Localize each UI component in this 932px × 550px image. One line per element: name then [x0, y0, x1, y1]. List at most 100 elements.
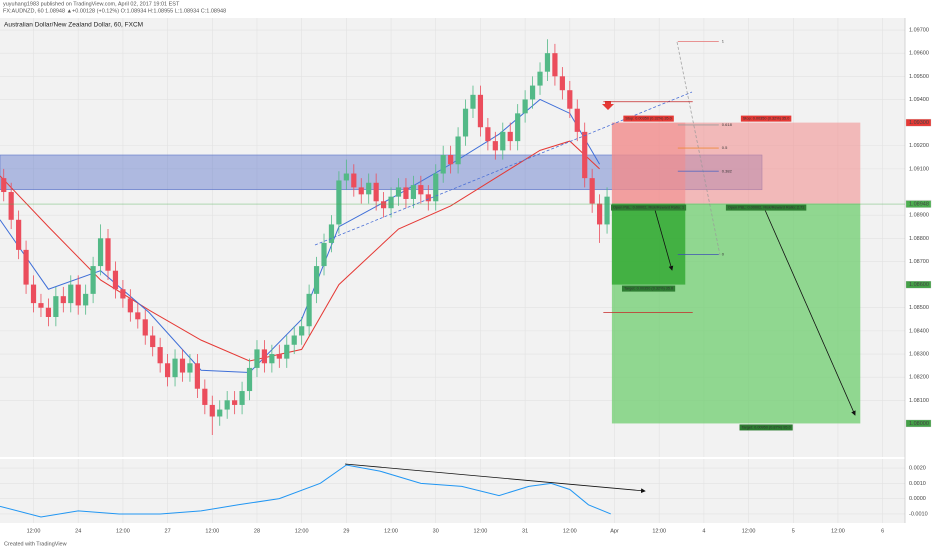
price-label-box — [905, 419, 932, 428]
candle-body — [321, 242, 327, 267]
x-tick-label: 12:00 — [474, 528, 488, 534]
candle-body — [120, 289, 126, 299]
fib-label: 0 — [722, 252, 725, 257]
candle-body — [351, 173, 357, 188]
price-label-box — [905, 118, 932, 127]
y-tick-label: 1.09100 — [909, 166, 929, 172]
x-tick-label: 12:00 — [563, 528, 577, 534]
candle-body — [105, 238, 111, 271]
y-tick-label: 1.08900 — [909, 213, 929, 219]
fib-label: 0.5 — [722, 145, 728, 150]
candle-body — [529, 85, 536, 100]
candle-body — [246, 367, 253, 392]
y-tick-label: 1.08700 — [909, 259, 929, 265]
y-tick-label: 1.09200 — [909, 143, 929, 149]
price-label: 1.08000 — [909, 421, 929, 427]
candle-body — [388, 196, 394, 209]
x-tick-label: 12:00 — [742, 528, 756, 534]
y-tick-label: 1.09700 — [909, 27, 929, 33]
candle-body — [112, 270, 119, 290]
candle-body — [485, 127, 491, 142]
y-tick-label: 1.08300 — [909, 351, 929, 357]
candle-body — [75, 284, 81, 306]
moving-average — [0, 98, 601, 374]
position-label: Target: 0.00350 (0.32%) 35.0 — [624, 287, 673, 291]
x-tick-label: 29 — [343, 528, 349, 534]
candle-body — [276, 354, 282, 359]
candle-body — [381, 201, 387, 209]
candle-body — [552, 53, 558, 77]
fib-trend — [676, 41, 721, 256]
candle-body — [1, 178, 7, 193]
candle-body — [224, 400, 230, 410]
position-label: Stop: 0.00350 (0.32%) 35.0 — [625, 117, 671, 121]
candle-body — [38, 303, 44, 308]
fib-label: 1 — [722, 39, 725, 44]
y-tick-label: 1.09600 — [909, 51, 929, 57]
chart-title: Australian Dollar/New Zealand Dollar, 60… — [4, 22, 143, 29]
position-label: Open P&L: 0.00002, Risk/Reward Ratio: 2.… — [728, 206, 804, 210]
y-tick-label: 1.09400 — [909, 97, 929, 103]
price-label-box — [905, 200, 932, 208]
trendline — [314, 91, 693, 246]
arrow — [764, 209, 856, 416]
main-plot — [0, 39, 861, 518]
candle-body — [470, 94, 476, 109]
x-tick-label: 12:00 — [205, 528, 219, 534]
candle-body — [492, 141, 498, 151]
candle-body — [537, 71, 543, 86]
y-tick-label: 1.08200 — [909, 375, 929, 381]
candle-body — [209, 404, 215, 417]
price-label: 1.09300 — [909, 120, 929, 126]
x-tick-label: 12:00 — [831, 528, 845, 534]
candle-body — [410, 185, 416, 199]
candle-body — [544, 53, 551, 72]
x-tick-label: 12:00 — [384, 528, 398, 534]
candle-body — [597, 203, 603, 225]
publisher: yuyuhang1983 published on TradingView.co… — [3, 1, 180, 7]
oscillator-line — [0, 464, 611, 518]
candle-body — [30, 284, 37, 304]
target-zone — [611, 203, 686, 285]
candle-body — [284, 344, 290, 359]
x-tick-label: 24 — [75, 528, 81, 534]
candle-body — [418, 185, 424, 195]
candle-body — [567, 90, 573, 109]
y-tick-label: 0.0000 — [909, 496, 926, 502]
candle-body — [328, 224, 335, 243]
candle-body — [515, 113, 521, 142]
candle-body — [150, 335, 156, 348]
y-tick-label: 1.08400 — [909, 328, 929, 334]
candle-body — [604, 196, 610, 225]
candle-body — [239, 391, 245, 405]
x-tick-label: 12:00 — [27, 528, 41, 534]
price-label-box — [905, 280, 932, 289]
candle-body — [313, 266, 320, 294]
arrow — [344, 463, 646, 494]
candle-body — [343, 173, 349, 181]
candle-body — [500, 131, 506, 151]
candle-body — [291, 335, 297, 345]
candle-body — [45, 307, 52, 317]
candle-body — [366, 182, 372, 195]
y-tick-label: 0.0010 — [909, 481, 926, 487]
candle-body — [135, 312, 141, 320]
candle-body — [164, 363, 171, 378]
y-tick-label: 1.08100 — [909, 398, 929, 404]
candle-body — [142, 319, 148, 336]
candle-body — [574, 108, 580, 132]
candle-body — [448, 154, 454, 165]
candle-body — [336, 180, 342, 225]
candle-body — [306, 293, 312, 327]
signal-icon — [602, 101, 614, 110]
label-box — [621, 285, 676, 292]
label-box — [740, 115, 792, 122]
stop-zone — [611, 122, 686, 204]
candle-body — [440, 154, 446, 174]
position-label: Stop: 0.00350 (0.32%) 35.0 — [743, 117, 789, 121]
candle-body — [455, 136, 461, 165]
candle-body — [90, 266, 96, 294]
candle-body — [217, 409, 223, 417]
x-tick-label: 27 — [165, 528, 171, 534]
